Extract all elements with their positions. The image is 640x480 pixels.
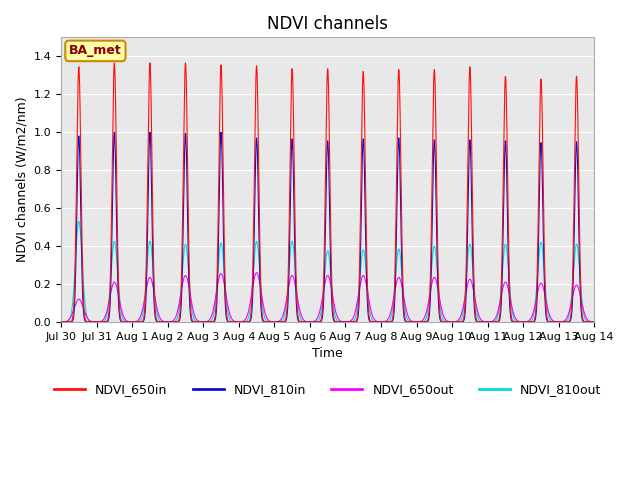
NDVI_650out [166, 319, 173, 325]
NDVI_650out [589, 319, 596, 325]
NDVI_650in [401, 316, 409, 322]
Title: NDVI channels: NDVI channels [267, 15, 388, 33]
NDVI_810in [257, 299, 264, 305]
NDVI_810in [591, 319, 598, 325]
NDVI_810in [401, 318, 409, 324]
NDVI_650out [257, 286, 264, 292]
NDVI_810in [477, 319, 484, 325]
NDVI_810out [75, 218, 83, 224]
NDVI_810out [257, 281, 264, 287]
NDVI_810out [591, 319, 598, 325]
Line: NDVI_810out: NDVI_810out [61, 221, 595, 322]
NDVI_650in [257, 279, 264, 285]
NDVI_810out [401, 307, 409, 312]
NDVI_650in [477, 319, 484, 325]
NDVI_810out [342, 319, 349, 325]
Text: BA_met: BA_met [69, 45, 122, 58]
NDVI_810in [57, 319, 65, 325]
Y-axis label: NDVI channels (W/m2/nm): NDVI channels (W/m2/nm) [15, 97, 28, 263]
NDVI_650out [477, 316, 484, 322]
NDVI_650out [57, 319, 65, 325]
Legend: NDVI_650in, NDVI_810in, NDVI_650out, NDVI_810out: NDVI_650in, NDVI_810in, NDVI_650out, NDV… [49, 378, 606, 401]
NDVI_650in [589, 319, 596, 325]
NDVI_650out [253, 270, 260, 276]
NDVI_810out [166, 319, 173, 325]
NDVI_810in [166, 319, 173, 325]
NDVI_650in [520, 319, 527, 325]
NDVI_810out [172, 318, 179, 324]
NDVI_650out [172, 315, 179, 321]
NDVI_650in [111, 60, 118, 66]
NDVI_810out [57, 319, 65, 325]
NDVI_650in [166, 319, 173, 325]
NDVI_810in [589, 319, 596, 325]
NDVI_650out [591, 319, 598, 325]
NDVI_650in [57, 319, 65, 325]
NDVI_810in [111, 129, 118, 135]
Line: NDVI_650out: NDVI_650out [61, 273, 595, 322]
NDVI_650in [172, 319, 179, 325]
Line: NDVI_810in: NDVI_810in [61, 132, 595, 322]
NDVI_650in [591, 319, 598, 325]
NDVI_810in [555, 319, 563, 325]
NDVI_810out [477, 319, 484, 324]
NDVI_650out [401, 301, 409, 307]
NDVI_810out [589, 319, 596, 325]
Line: NDVI_650in: NDVI_650in [61, 63, 595, 322]
X-axis label: Time: Time [312, 347, 343, 360]
NDVI_810in [172, 319, 179, 325]
